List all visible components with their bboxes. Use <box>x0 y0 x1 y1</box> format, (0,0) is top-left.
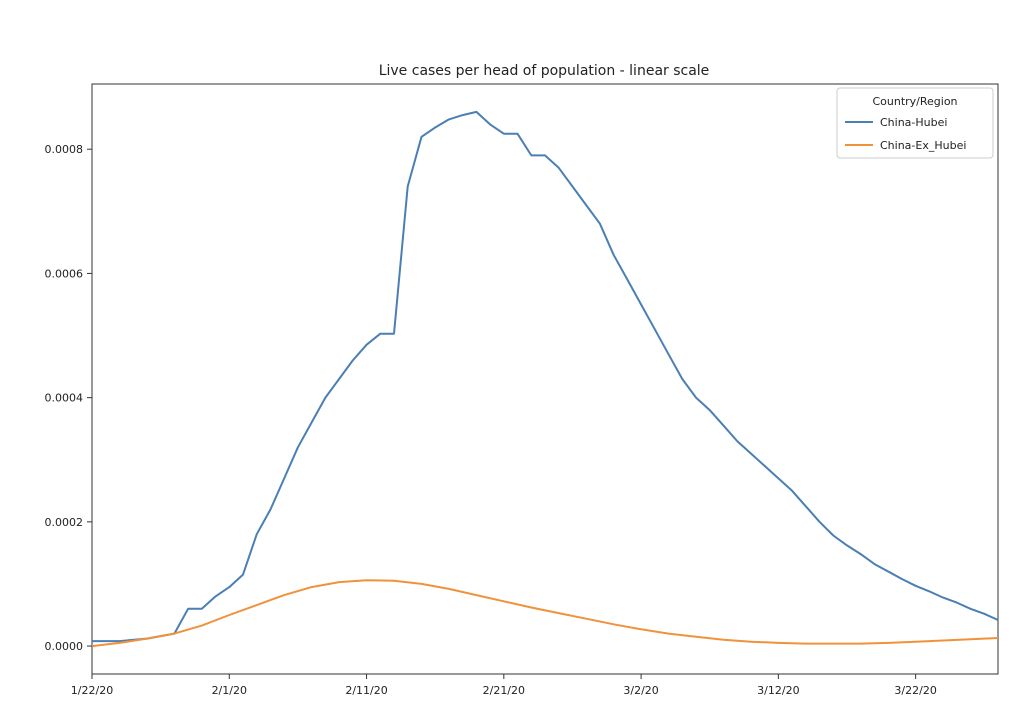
y-tick-label: 0.0008 <box>45 143 84 156</box>
legend-box <box>836 87 994 159</box>
x-tick-label: 2/11/20 <box>345 684 387 697</box>
x-tick-label: 2/1/20 <box>212 684 247 697</box>
x-tick-label: 1/22/20 <box>71 684 113 697</box>
y-tick-label: 0.0006 <box>45 267 84 280</box>
y-tick-label: 0.0002 <box>45 516 84 529</box>
series-layer <box>91 110 999 648</box>
series-line-china-hubei <box>92 110 999 643</box>
chart-title: Live cases per head of population - line… <box>379 63 710 79</box>
y-axis: 0.0000 0.0002 0.0004 0.0006 0.0008 <box>45 143 92 653</box>
x-tick-label: 3/12/20 <box>757 684 799 697</box>
series-line-china-ex-hubei <box>91 579 999 648</box>
legend-title: Country/Region <box>872 95 957 108</box>
y-tick-label: 0.0004 <box>45 392 84 405</box>
x-tick-label: 3/2/20 <box>623 684 658 697</box>
x-tick-label: 2/21/20 <box>483 684 525 697</box>
plot-border <box>91 83 999 675</box>
x-tick-label: 3/22/20 <box>894 684 936 697</box>
legend: Country/Region China-Hubei China-Ex_Hube… <box>836 87 994 159</box>
y-tick-label: 0.0000 <box>45 640 84 653</box>
legend-label-china-hubei: China-Hubei <box>880 116 947 129</box>
x-axis: 1/22/20 2/1/20 2/11/20 2/21/20 3/2/20 3/12/20… <box>71 674 937 697</box>
legend-label-china-ex-hubei: China-Ex_Hubei <box>880 139 966 152</box>
plot-frame <box>91 83 999 675</box>
